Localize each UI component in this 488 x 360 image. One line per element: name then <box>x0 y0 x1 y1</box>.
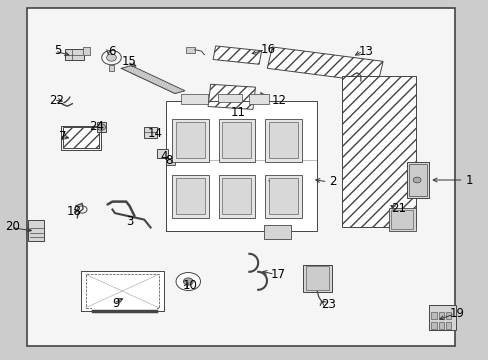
Text: 12: 12 <box>271 94 285 107</box>
Bar <box>264 119 301 162</box>
Bar <box>176 178 204 214</box>
Text: 15: 15 <box>122 55 137 68</box>
Text: 1: 1 <box>465 174 472 186</box>
Text: 4: 4 <box>160 150 167 163</box>
Bar <box>430 322 436 329</box>
Bar <box>406 162 428 198</box>
Bar <box>176 122 204 158</box>
Text: 22: 22 <box>49 94 63 107</box>
Text: 16: 16 <box>260 43 275 56</box>
Text: 6: 6 <box>107 45 115 58</box>
Bar <box>249 94 268 104</box>
Bar <box>390 210 412 229</box>
Polygon shape <box>166 101 316 231</box>
Text: 17: 17 <box>270 268 285 281</box>
Bar <box>264 175 301 218</box>
Bar <box>218 119 255 162</box>
Text: 7: 7 <box>59 130 66 143</box>
Bar <box>143 127 157 138</box>
Bar <box>185 47 194 53</box>
Text: 10: 10 <box>182 279 197 292</box>
Bar <box>222 122 251 158</box>
Bar <box>172 175 208 218</box>
Bar <box>222 178 251 214</box>
Bar <box>428 305 455 330</box>
Circle shape <box>97 124 105 130</box>
Text: 11: 11 <box>231 106 245 119</box>
Bar <box>438 312 443 319</box>
Bar <box>97 122 105 132</box>
Text: 13: 13 <box>358 45 372 58</box>
Bar <box>181 94 207 104</box>
Text: 19: 19 <box>449 307 464 320</box>
Circle shape <box>412 177 420 183</box>
Bar <box>108 65 114 71</box>
Bar <box>264 225 290 239</box>
Text: 23: 23 <box>321 298 335 311</box>
Bar <box>445 312 450 319</box>
Bar <box>83 47 90 55</box>
Bar <box>430 312 436 319</box>
Bar <box>268 122 297 158</box>
Bar <box>62 127 99 148</box>
Text: 9: 9 <box>112 297 120 310</box>
Text: 18: 18 <box>67 205 81 218</box>
Bar <box>388 208 415 231</box>
Text: 20: 20 <box>5 220 20 233</box>
Bar <box>268 178 297 214</box>
Bar <box>27 8 454 346</box>
Circle shape <box>106 54 116 61</box>
Bar <box>218 175 255 218</box>
Polygon shape <box>81 271 163 311</box>
Bar <box>438 322 443 329</box>
Bar <box>166 158 175 165</box>
Bar <box>303 265 331 292</box>
Bar <box>342 76 415 227</box>
Bar <box>64 49 84 60</box>
Bar <box>217 94 242 102</box>
Text: 3: 3 <box>125 215 133 228</box>
Text: 8: 8 <box>164 154 172 167</box>
Text: 5: 5 <box>54 44 61 57</box>
Text: 14: 14 <box>148 127 163 140</box>
Polygon shape <box>121 66 184 94</box>
Circle shape <box>183 278 193 285</box>
Bar <box>267 47 382 83</box>
Bar <box>61 126 101 150</box>
Bar <box>305 266 328 290</box>
Bar <box>213 46 261 64</box>
Bar <box>172 119 208 162</box>
Circle shape <box>176 273 200 291</box>
Bar <box>408 164 426 196</box>
Bar <box>445 322 450 329</box>
Text: 21: 21 <box>390 202 405 215</box>
Bar <box>28 220 44 241</box>
Bar <box>207 84 255 109</box>
Text: 24: 24 <box>89 120 104 133</box>
Text: 2: 2 <box>328 175 336 188</box>
Bar <box>157 149 168 158</box>
